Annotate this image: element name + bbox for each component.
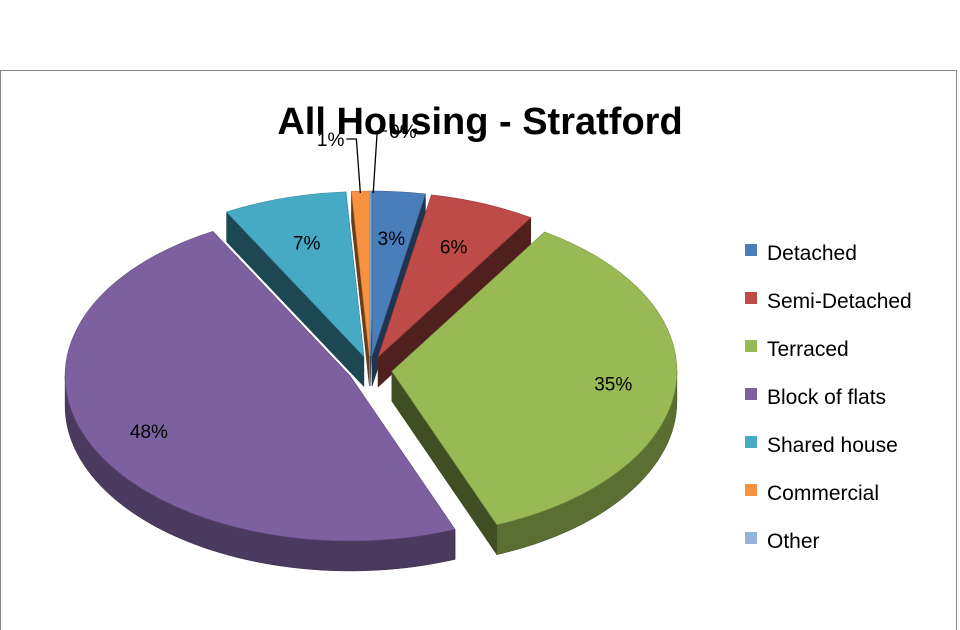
legend-label: Terraced: [767, 338, 849, 361]
legend-label: Commercial: [767, 482, 879, 505]
legend-swatch: [745, 244, 757, 256]
legend-item: Detached: [745, 242, 857, 265]
legend-swatch: [745, 388, 757, 400]
legend-swatch: [745, 436, 757, 448]
leader-line: [372, 130, 388, 194]
slice-top: [371, 190, 426, 357]
slice-top: [377, 194, 532, 358]
leader-line: [346, 138, 362, 194]
slice-top: [391, 231, 678, 526]
data-label: 7%: [293, 233, 321, 254]
legend-item: Commercial: [745, 482, 879, 505]
data-labels: 3% 6% 35% 48% 7% 1% 0%: [130, 122, 632, 443]
legend-label: Other: [767, 530, 820, 553]
legend-swatch: [745, 484, 757, 496]
slice-top: [64, 231, 456, 542]
legend-item: Block of flats: [745, 386, 886, 409]
pie-slice-terraced: [391, 231, 678, 556]
legend: Detached Semi-Detached Terraced Block of fl…: [745, 242, 912, 553]
pie-slice-commercial: [351, 190, 370, 387]
data-label: 1%: [317, 130, 345, 151]
legend-label: Semi-Detached: [767, 290, 912, 313]
legend-label: Block of flats: [767, 386, 886, 409]
legend-label: Shared house: [767, 434, 898, 457]
pie-slice-semi-detached: [377, 194, 532, 388]
legend-item: Terraced: [745, 338, 849, 361]
data-label: 35%: [594, 374, 632, 395]
legend-label: Detached: [767, 242, 857, 265]
legend-item: Semi-Detached: [745, 290, 912, 313]
data-label: 6%: [440, 238, 468, 259]
legend-item: Other: [745, 530, 820, 553]
pie-slice-shared-house: [226, 191, 365, 388]
legend-swatch: [745, 292, 757, 304]
slice-top: [226, 191, 365, 358]
pie-slice-block-of-flats: [64, 230, 456, 572]
legend-swatch: [745, 532, 757, 544]
legend-swatch: [745, 340, 757, 352]
data-label: 48%: [130, 422, 168, 443]
data-label: 3%: [378, 229, 406, 250]
data-label: 0%: [389, 122, 417, 143]
pie-group: [64, 190, 678, 572]
chart-title: All Housing - Stratford: [277, 101, 682, 143]
legend-item: Shared house: [745, 434, 898, 457]
